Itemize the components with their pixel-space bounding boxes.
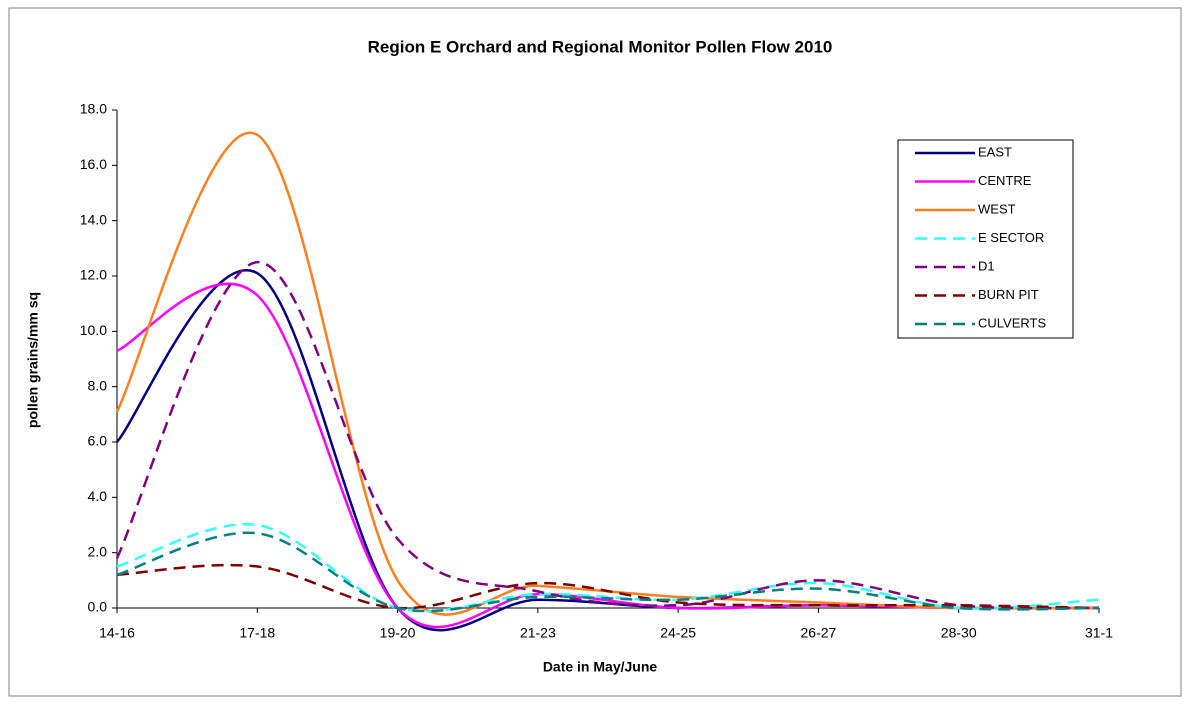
x-tick-label: 17-18 xyxy=(239,625,275,641)
legend-label: BURN PIT xyxy=(978,287,1039,302)
legend-label: WEST xyxy=(978,201,1016,216)
y-tick-label: 10.0 xyxy=(80,322,107,338)
legend-box xyxy=(897,139,1074,339)
y-tick-label: 4.0 xyxy=(88,488,108,504)
y-tick-label: 0.0 xyxy=(88,599,108,615)
y-tick-label: 14.0 xyxy=(80,211,107,227)
y-tick-label: 16.0 xyxy=(80,156,107,172)
y-tick-label: 18.0 xyxy=(80,101,107,117)
x-tick-label: 19-20 xyxy=(380,625,416,641)
legend-label: E SECTOR xyxy=(978,230,1044,245)
series-line xyxy=(115,131,1100,616)
x-axis-label: Date in May/June xyxy=(543,659,658,675)
series-line xyxy=(116,563,1100,610)
legend-label: D1 xyxy=(978,258,995,273)
chart-border xyxy=(8,7,1182,697)
y-tick-label: 6.0 xyxy=(88,433,108,449)
series-line xyxy=(116,531,1100,613)
x-tick-label: 14-16 xyxy=(99,625,135,641)
x-tick-label: 21-23 xyxy=(520,625,556,641)
legend-label: CULVERTS xyxy=(978,315,1046,330)
series-line xyxy=(116,522,1100,613)
x-tick-label: 28-30 xyxy=(941,625,977,641)
x-tick-label: 26-27 xyxy=(801,625,837,641)
y-tick-label: 12.0 xyxy=(80,267,107,283)
legend-label: CENTRE xyxy=(978,173,1032,188)
x-tick-label: 31-1 xyxy=(1085,625,1113,641)
y-tick-label: 2.0 xyxy=(88,543,108,559)
y-tick-label: 8.0 xyxy=(88,377,108,393)
chart-title: Region E Orchard and Regional Monitor Po… xyxy=(368,37,833,56)
x-tick-label: 24-25 xyxy=(660,625,696,641)
legend-label: EAST xyxy=(978,144,1012,159)
series-line xyxy=(115,260,1100,610)
y-axis-label: pollen grains/mm sq xyxy=(25,292,41,428)
